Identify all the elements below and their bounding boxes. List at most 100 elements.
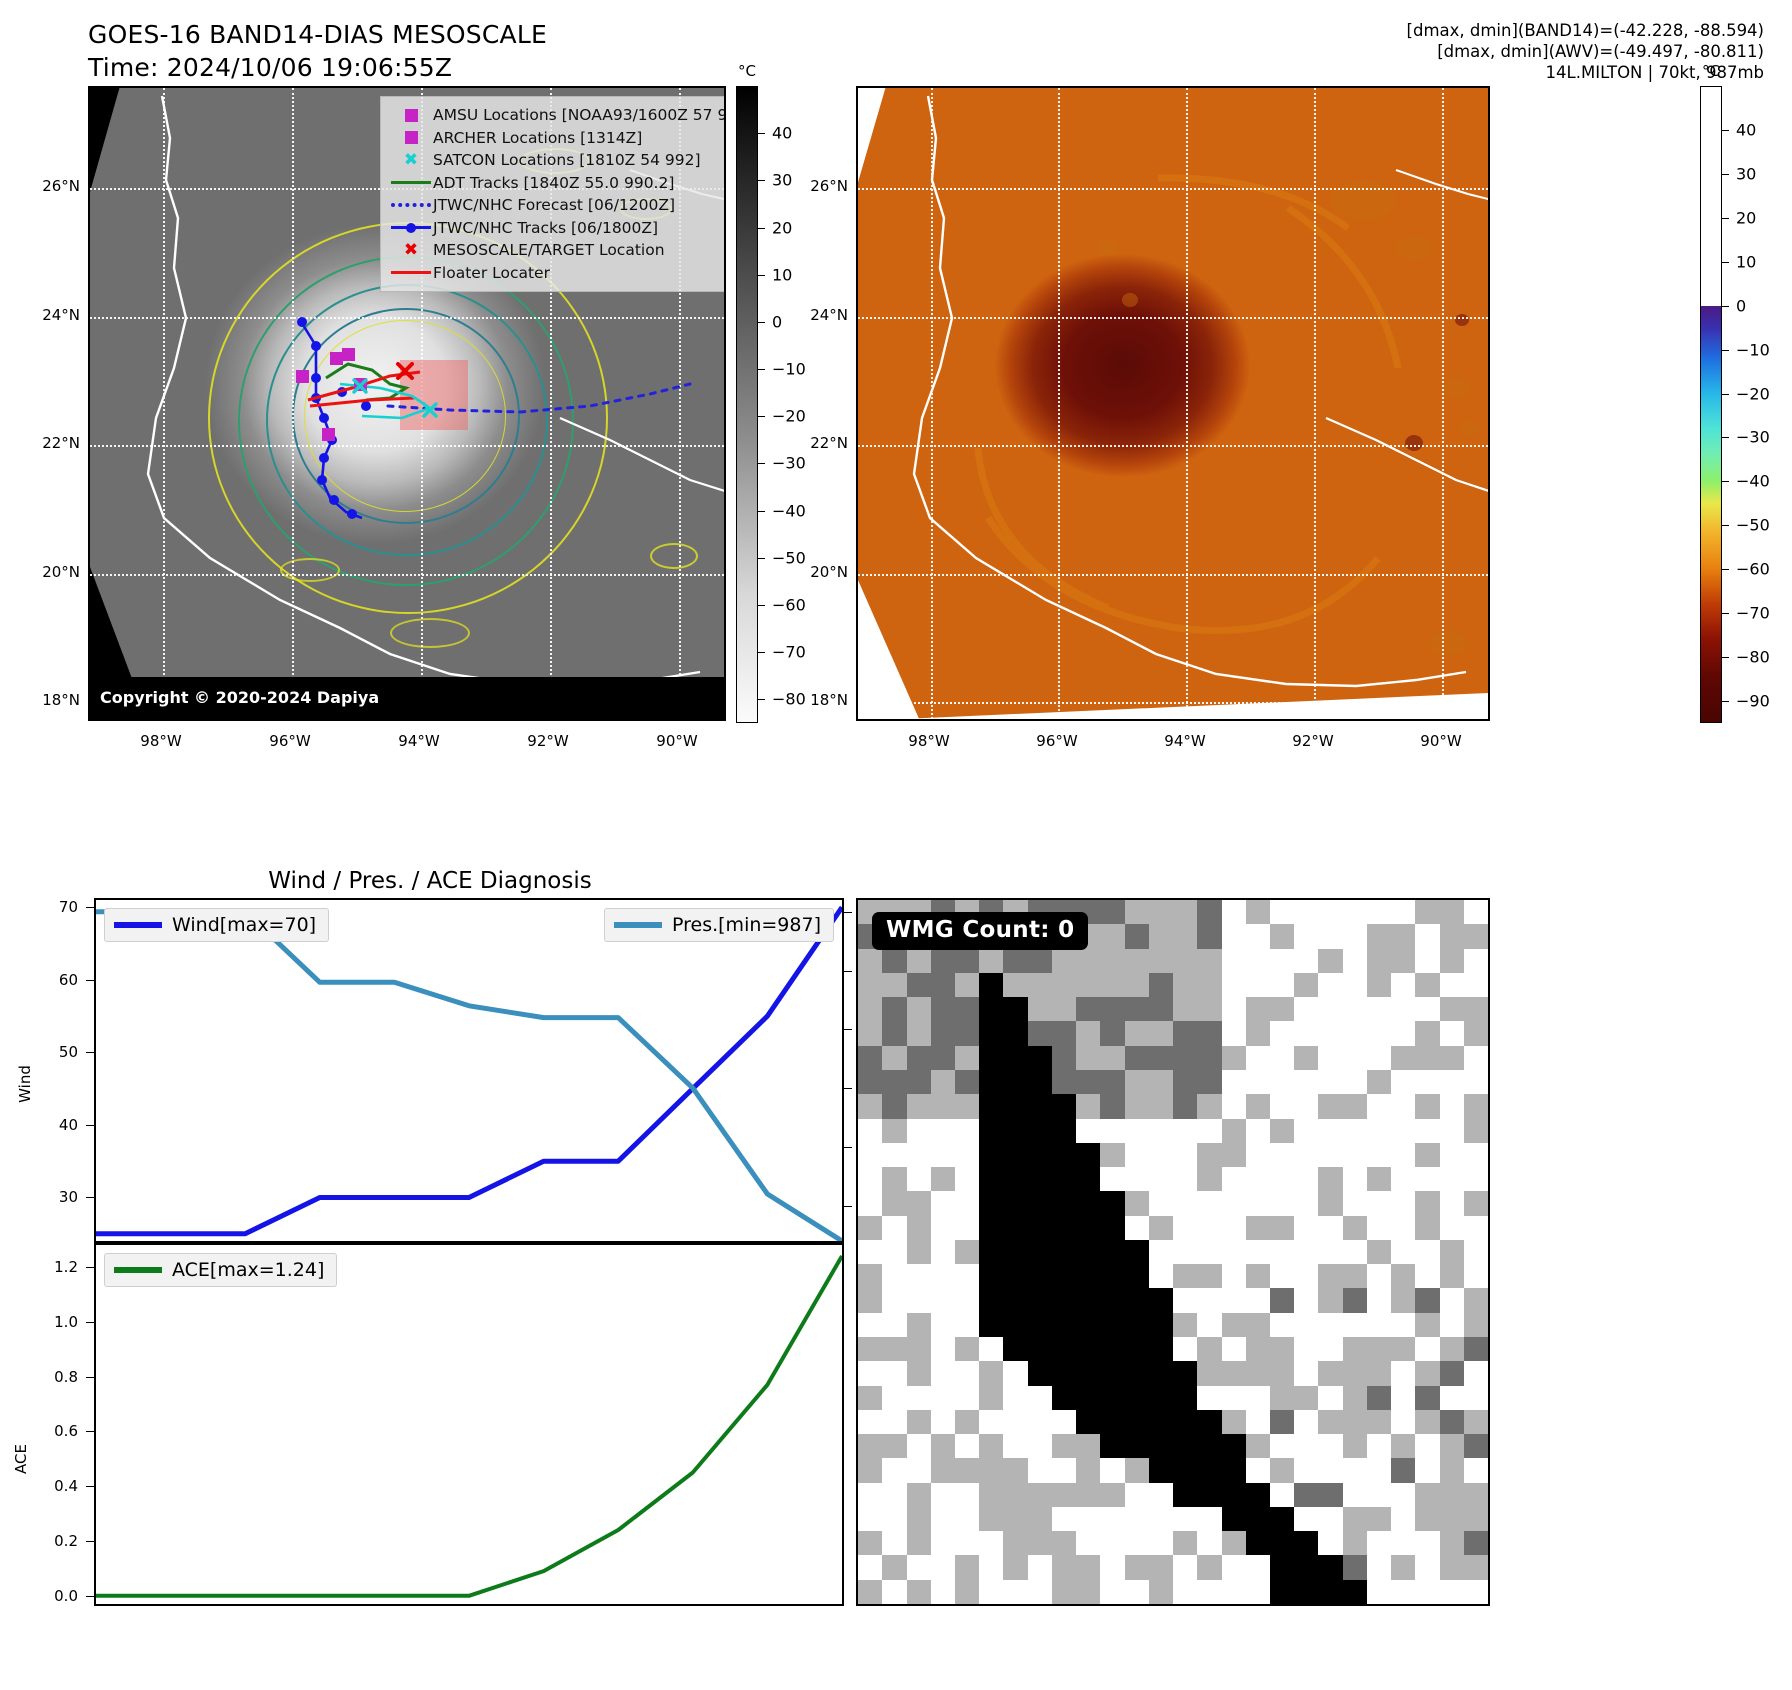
wmg-cell — [1076, 1239, 1101, 1265]
wmg-cell — [1124, 1506, 1150, 1532]
wmg-cell — [1415, 1458, 1441, 1484]
wmg-cell — [1148, 1312, 1174, 1338]
wmg-cell — [882, 1118, 907, 1144]
wmg-cell — [1148, 1337, 1174, 1362]
wmg-cell — [1076, 1045, 1101, 1071]
wmg-cell — [1148, 900, 1174, 925]
wmg-cell — [1003, 1434, 1029, 1459]
wmg-cell — [882, 948, 907, 974]
wmg-count-panel[interactable]: WMG Count: 0 — [856, 898, 1490, 1606]
axis-tick-label: 70 — [58, 898, 78, 917]
wmg-cell — [1221, 1094, 1247, 1120]
wmg-cell — [1391, 1482, 1416, 1508]
wmg-cell — [1318, 1531, 1344, 1557]
wmg-cell — [1391, 1069, 1416, 1095]
wmg-cell — [1197, 1045, 1222, 1071]
wmg-cell — [906, 1555, 932, 1581]
wmg-cell — [1294, 1264, 1319, 1289]
wmg-cell — [882, 1458, 907, 1484]
wmg-cell — [979, 1264, 1004, 1289]
axis-tickmark — [86, 1197, 94, 1199]
wmg-cell — [1027, 1191, 1053, 1217]
wmg-cell — [1197, 1118, 1222, 1144]
wmg-cell — [1318, 997, 1344, 1022]
wmg-cell — [1366, 1264, 1392, 1289]
colorbar-tick-label: −90 — [1736, 691, 1770, 711]
wmg-cell — [1342, 1118, 1368, 1144]
wmg-cell — [882, 1191, 907, 1217]
wmg-cell — [1124, 1555, 1150, 1581]
wmg-cell — [1342, 972, 1368, 998]
wmg-cell — [1391, 1531, 1416, 1557]
wmg-cell — [1027, 1434, 1053, 1459]
wmg-cell — [1463, 1506, 1488, 1532]
wmg-cell — [1245, 900, 1271, 925]
ir-satellite-panel[interactable]: Copyright © 2020-2024 Dapiya AMSU Locati… — [88, 86, 726, 721]
wmg-cell — [882, 1288, 907, 1314]
wmg-cell — [1221, 1458, 1247, 1484]
awv-gridline-lat-22 — [858, 445, 1488, 447]
wmg-cell — [1076, 1361, 1101, 1387]
wmg-cell — [1003, 997, 1029, 1022]
wmg-cell — [979, 1337, 1004, 1362]
wind-legend-label: Wind[max=70] — [172, 914, 317, 936]
wmg-cell — [1100, 1021, 1126, 1047]
wmg-cell — [1003, 1215, 1029, 1241]
wmg-cell — [930, 1118, 956, 1144]
chart-title: Wind / Pres. / ACE Diagnosis — [268, 868, 592, 894]
wmg-cell — [1415, 1191, 1441, 1217]
wmg-cell — [1245, 1312, 1271, 1338]
wmg-cell — [1415, 1118, 1441, 1144]
wmg-cell — [979, 1506, 1004, 1532]
dmax-dmin-awv: [dmax, dmin](AWV)=(-49.497, -80.811) — [1437, 42, 1764, 61]
ace-chart[interactable]: ACE[max=1.24] — [94, 1243, 844, 1606]
wmg-cell — [1391, 1312, 1416, 1338]
wmg-cell — [1415, 1239, 1441, 1265]
wmg-cell — [1148, 1482, 1174, 1508]
wmg-cell — [1245, 1045, 1271, 1071]
awv-lon-label-92: 92°W — [1292, 732, 1334, 750]
wmg-cell — [1269, 924, 1295, 950]
awv-satellite-panel[interactable] — [856, 86, 1490, 721]
axis-tickmark — [86, 1431, 94, 1433]
wmg-cell — [1439, 1045, 1465, 1071]
wmg-cell — [1415, 1312, 1441, 1338]
wmg-cell — [1027, 1264, 1053, 1289]
wmg-cell — [1197, 972, 1222, 998]
wmg-cell — [1173, 1409, 1198, 1435]
wmg-cell — [1318, 1021, 1344, 1047]
wmg-cell — [1124, 1385, 1150, 1411]
colorbar-left-ticks: 40 30 20 10 0 −10 −20 −30 −40 −50 −60 −70 −80 — [758, 86, 828, 723]
wmg-cell — [1318, 1434, 1344, 1459]
wmg-cell — [1148, 1142, 1174, 1168]
wmg-cell — [1173, 1215, 1198, 1241]
wmg-cell — [882, 1142, 907, 1168]
wmg-cell — [1076, 1579, 1101, 1604]
wmg-cell — [1415, 1069, 1441, 1095]
wmg-cell — [1245, 1288, 1271, 1314]
colorbar-tickmark — [758, 180, 765, 182]
wmg-cell — [1318, 1312, 1344, 1338]
awv-lat-label-18: 18°N — [810, 691, 848, 709]
wmg-cell — [1221, 1021, 1247, 1047]
wmg-cell — [930, 1191, 956, 1217]
wmg-cell — [930, 948, 956, 974]
wmg-cell — [1294, 1579, 1319, 1604]
legend-label: ARCHER Locations [1314Z] — [433, 128, 643, 147]
colorbar-tick-label: 30 — [1736, 164, 1757, 184]
wmg-cell — [1221, 1337, 1247, 1362]
wmg-cell — [1221, 1312, 1247, 1338]
ir-lon-label-90: 90°W — [656, 732, 698, 750]
wmg-cell — [1100, 1337, 1126, 1362]
colorbar-tick-label: −60 — [1736, 559, 1770, 579]
colorbar-tickmark — [1722, 261, 1729, 263]
wmg-cell — [1197, 1215, 1222, 1241]
wind-pressure-chart[interactable]: Wind[max=70] Pres.[min=987] — [94, 898, 844, 1243]
wmg-cell — [1197, 997, 1222, 1022]
wmg-cell — [1221, 1385, 1247, 1411]
wmg-cell — [1100, 1531, 1126, 1557]
wmg-cell — [1173, 1555, 1198, 1581]
wmg-cell — [1269, 1337, 1295, 1362]
wmg-cell — [1463, 900, 1488, 925]
wmg-cell — [1245, 1385, 1271, 1411]
